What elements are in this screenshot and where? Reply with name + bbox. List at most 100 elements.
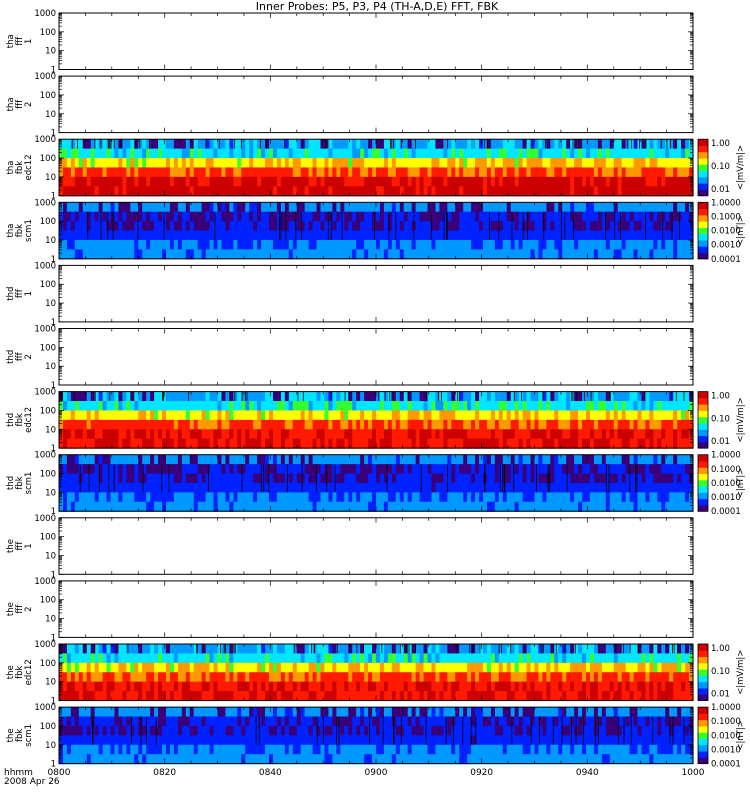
heatmap-cell [534, 230, 540, 241]
heatmap-cell [78, 454, 84, 465]
heatmap-cell [70, 429, 76, 440]
heatmap-cell [387, 211, 393, 222]
heatmap-cell [649, 473, 654, 484]
heatmap-cell [641, 148, 647, 159]
heatmap-cell [467, 492, 472, 503]
heatmap-cell [74, 148, 80, 159]
heatmap-cell [459, 438, 464, 449]
heatmap-cell [308, 473, 314, 484]
heatmap-cell [657, 148, 662, 159]
heatmap-cell [479, 464, 484, 475]
heatmap-cell [130, 186, 135, 197]
heatmap-cell [673, 230, 678, 241]
heatmap-cell [193, 438, 199, 449]
heatmap-cell [158, 464, 163, 475]
heatmap-cell [399, 454, 405, 465]
heatmap-cell [328, 202, 334, 213]
heatmap-cell [150, 401, 155, 412]
heatmap-cell [399, 202, 405, 213]
heatmap-cell [169, 239, 175, 250]
heatmap-cell [578, 482, 583, 493]
heatmap-cell [368, 202, 373, 213]
heatmap-cell [451, 230, 456, 241]
heatmap-cell [439, 186, 444, 197]
heatmap-cell [237, 410, 242, 421]
heatmap-cell [467, 501, 472, 512]
heatmap-cell [494, 221, 500, 232]
heatmap-cell [257, 501, 262, 512]
heatmap-cell [617, 239, 623, 250]
heatmap-cell [677, 492, 682, 503]
heatmap-cell [554, 501, 559, 512]
heatmap-cell [332, 221, 337, 232]
heatmap-cell [169, 249, 175, 260]
heatmap-cell [241, 239, 246, 250]
heatmap-cell [383, 139, 389, 150]
heatmap-cell [431, 148, 437, 159]
heatmap-cell [376, 429, 381, 440]
heatmap-cell [102, 464, 108, 475]
y-tick-label: 1 [51, 255, 56, 265]
heatmap-cell [300, 410, 306, 421]
heatmap-cell [241, 464, 246, 475]
heatmap-cell [169, 211, 175, 222]
heatmap-cell [154, 391, 159, 402]
heatmap-cell [582, 482, 587, 493]
heatmap-cell [265, 492, 270, 503]
heatmap-cell [360, 167, 365, 178]
heatmap-cell [304, 401, 310, 412]
heatmap-cell [601, 410, 607, 421]
heatmap-cell [391, 239, 397, 250]
heatmap-cell [348, 401, 353, 412]
heatmap-cell [593, 249, 599, 260]
heatmap-cell [562, 501, 567, 512]
heatmap-cell [185, 148, 191, 159]
heatmap-cell [617, 473, 623, 484]
heatmap-cell [613, 176, 619, 187]
heatmap-cell [280, 419, 286, 430]
heatmap-cell [201, 482, 207, 493]
heatmap-cell [669, 501, 674, 512]
heatmap-cell [59, 167, 64, 178]
heatmap-cell [158, 473, 163, 484]
heatmap-cell [316, 230, 322, 241]
heatmap-cell [233, 419, 238, 430]
heatmap-cell [209, 492, 215, 503]
heatmap-cell [554, 176, 559, 187]
heatmap-cell [177, 230, 183, 241]
heatmap-cell [570, 167, 575, 178]
heatmap-cell [344, 391, 349, 402]
heatmap-cell [542, 401, 547, 412]
heatmap-cell [288, 419, 294, 430]
heatmap-cell [625, 158, 631, 169]
heatmap-cell [427, 454, 433, 465]
heatmap-cell [237, 391, 242, 402]
heatmap-cell [399, 501, 405, 512]
heatmap-cell [312, 473, 318, 484]
heatmap-cell [280, 438, 286, 449]
heatmap-cell [490, 176, 496, 187]
heatmap-cell [86, 391, 92, 402]
heatmap-cell [66, 167, 72, 178]
heatmap-cell [574, 148, 579, 159]
heatmap-cell [471, 221, 476, 232]
heatmap-cell [625, 230, 631, 241]
heatmap-cell [284, 501, 290, 512]
heatmap-cell [201, 186, 207, 197]
heatmap-cell [59, 139, 64, 150]
heatmap-cell [364, 501, 369, 512]
heatmap-cell [86, 438, 92, 449]
heatmap-cell [348, 464, 353, 475]
heatmap-cell [245, 429, 250, 440]
heatmap-cell [399, 239, 405, 250]
heatmap-cell [221, 482, 227, 493]
heatmap-cell [407, 176, 413, 187]
heatmap-cell [407, 148, 413, 159]
heatmap-cell [280, 139, 286, 150]
heatmap-cell [475, 454, 480, 465]
heatmap-cell [562, 249, 567, 260]
heatmap-cell [395, 249, 401, 260]
heatmap-cell [296, 473, 302, 484]
heatmap-cell [344, 176, 349, 187]
heatmap-cell [586, 492, 591, 503]
